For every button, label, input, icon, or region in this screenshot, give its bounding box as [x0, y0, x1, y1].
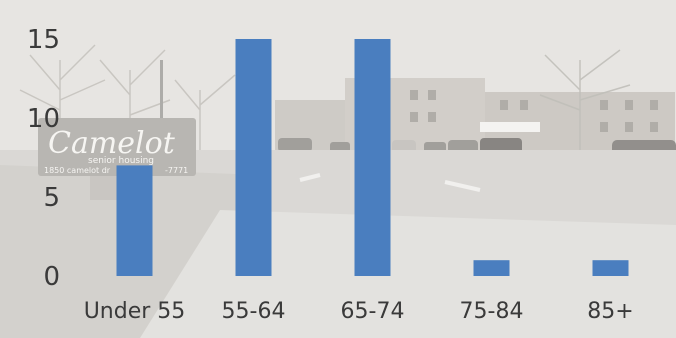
x-tick-label: Under 55	[84, 299, 186, 324]
sign-tagline-text: senior housing	[88, 156, 154, 166]
bar	[473, 260, 510, 276]
bar	[592, 260, 629, 276]
y-tick-label: 10	[27, 104, 60, 134]
light-pole	[160, 60, 163, 170]
y-tick-label: 5	[43, 183, 60, 213]
x-tick-label: 65-74	[341, 299, 405, 324]
sign-address-text: 1850 camelot dr	[44, 166, 111, 175]
trees-left	[19, 44, 236, 160]
sign-phone-text: -7771	[165, 166, 188, 175]
y-tick-label: 15	[27, 25, 60, 55]
x-tick-label: 55-64	[222, 299, 286, 324]
bar	[116, 165, 153, 276]
bar	[235, 39, 272, 276]
y-tick-label: 0	[43, 262, 60, 292]
x-tick-label: 75-84	[460, 299, 524, 324]
bars-group	[116, 39, 629, 276]
trees-right	[539, 49, 631, 150]
sidewalk	[140, 210, 676, 338]
bar	[354, 39, 391, 276]
y-axis: 0 5 10 15	[27, 25, 60, 292]
x-axis: Under 55 55-64 65-74 75-84 85+	[84, 299, 634, 324]
sign-brand-text: Camelot	[48, 126, 176, 161]
x-tick-label: 85+	[587, 299, 633, 324]
